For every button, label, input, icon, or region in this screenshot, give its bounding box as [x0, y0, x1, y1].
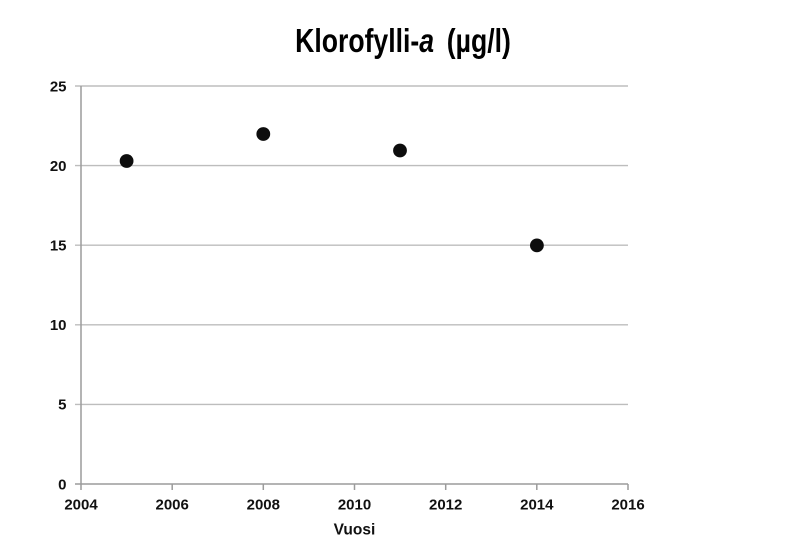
- svg-text:15: 15: [50, 238, 67, 255]
- svg-text:2010: 2010: [338, 497, 371, 514]
- svg-text:2008: 2008: [247, 497, 280, 514]
- svg-text:20: 20: [50, 158, 67, 175]
- svg-text:2016: 2016: [611, 497, 644, 514]
- svg-text:10: 10: [50, 317, 67, 334]
- svg-text:2012: 2012: [429, 497, 462, 514]
- svg-text:Vuosi: Vuosi: [334, 522, 376, 539]
- svg-text:5: 5: [58, 397, 66, 414]
- svg-text:0: 0: [58, 476, 66, 493]
- svg-text:25: 25: [50, 78, 67, 95]
- svg-text:2006: 2006: [156, 497, 189, 514]
- svg-text:2014: 2014: [520, 497, 554, 514]
- svg-text:2004: 2004: [64, 497, 98, 514]
- svg-text:Klorofylli-a (µg/l): Klorofylli-a (µg/l): [295, 23, 511, 59]
